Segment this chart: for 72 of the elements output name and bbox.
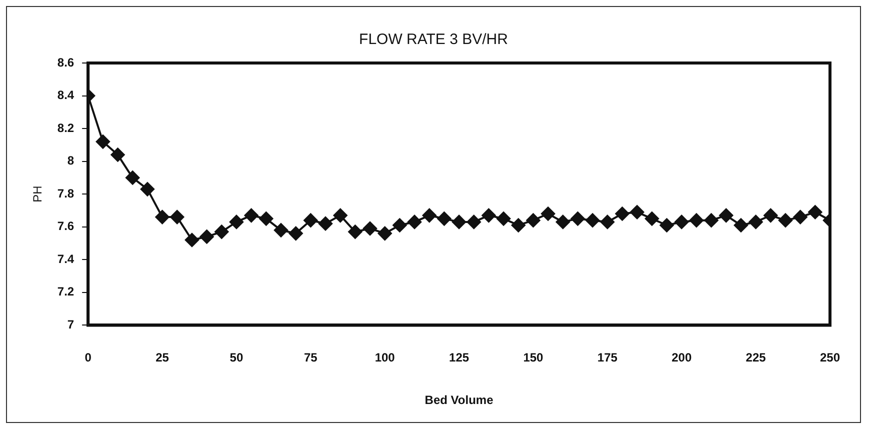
point — [556, 214, 570, 229]
y-tick-label: 8 — [67, 154, 74, 168]
point — [155, 210, 170, 224]
point — [184, 232, 199, 247]
point — [466, 214, 481, 229]
point — [704, 213, 718, 228]
point — [348, 224, 362, 239]
point — [126, 170, 140, 185]
point — [200, 230, 214, 244]
point — [333, 208, 348, 222]
x-tick-label: 25 — [156, 350, 170, 365]
x-tick-label: 100 — [374, 350, 396, 365]
point — [496, 212, 511, 226]
point — [304, 213, 318, 228]
y-tick-label: 7 — [67, 318, 74, 332]
point — [644, 212, 659, 226]
point — [214, 224, 229, 239]
y-tick-label: 8.2 — [57, 120, 74, 135]
point — [170, 210, 184, 224]
point — [482, 208, 496, 222]
y-tick-label: 7.4 — [57, 252, 74, 266]
point — [808, 205, 822, 220]
x-tick-label: 200 — [672, 350, 692, 365]
point — [764, 208, 778, 222]
point — [244, 208, 258, 222]
point — [793, 210, 808, 224]
point — [526, 213, 540, 228]
y-tick-label: 7.8 — [57, 186, 74, 200]
y-tick-label: 8.6 — [57, 55, 74, 70]
point — [378, 226, 392, 240]
point — [660, 218, 674, 232]
point — [600, 214, 614, 229]
y-tick-label: 7.6 — [57, 219, 74, 234]
chart-title: FLOW RATE 3 BV/HR — [359, 31, 508, 48]
point — [674, 214, 689, 229]
point — [318, 216, 332, 231]
point — [570, 212, 585, 226]
point — [719, 208, 734, 222]
point — [259, 212, 274, 226]
point — [452, 214, 466, 229]
x-tick-label: 175 — [597, 350, 618, 365]
x-tick-label: 75 — [304, 350, 318, 365]
point — [748, 214, 763, 229]
point — [778, 213, 792, 228]
x-tick-label: 0 — [84, 350, 92, 365]
point — [511, 218, 526, 232]
point — [229, 214, 244, 229]
point — [615, 206, 630, 221]
point — [96, 134, 110, 149]
point — [437, 212, 452, 226]
point — [541, 206, 556, 221]
x-tick-label: 125 — [449, 350, 470, 365]
x-tick-label: 50 — [230, 350, 244, 365]
y-tick-label: 8.4 — [57, 88, 74, 102]
point — [288, 226, 303, 240]
point — [363, 222, 378, 236]
point — [110, 148, 125, 162]
point — [392, 218, 407, 232]
y-axis-title: PH — [30, 186, 45, 202]
point — [274, 223, 288, 238]
point — [630, 205, 644, 220]
point — [734, 218, 748, 232]
y-tick-label: 7.2 — [57, 284, 74, 299]
point — [140, 182, 154, 196]
point — [586, 213, 600, 228]
x-tick-label: 225 — [746, 350, 766, 365]
point — [422, 208, 436, 222]
point — [408, 214, 422, 229]
x-tick-label: 150 — [523, 350, 544, 365]
x-tick-label: 250 — [820, 350, 840, 365]
x-axis-title: Bed Volume — [424, 393, 494, 408]
point — [689, 213, 704, 228]
